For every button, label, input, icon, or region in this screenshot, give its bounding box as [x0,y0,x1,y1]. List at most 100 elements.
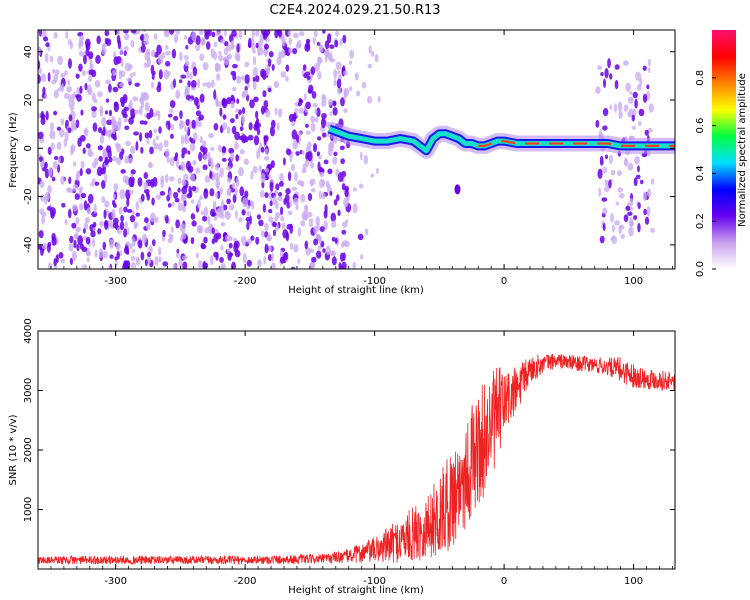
noise-blob [143,30,147,33]
noise-blob [115,242,121,250]
x-tick-label: 0 [501,276,507,287]
noise-blob [214,163,220,171]
noise-blob [140,251,145,261]
noise-blob [289,153,293,163]
noise-blob [199,53,205,62]
noise-blob [211,79,215,88]
noise-blob [53,258,57,267]
noise-blob [214,62,220,73]
noise-blob [632,91,638,99]
noise-blob [236,43,240,54]
noise-blob [192,66,198,77]
noise-blob [139,105,143,116]
noise-blob [213,89,217,100]
noise-blob [38,230,44,239]
noise-blob [123,50,127,57]
noise-blob [129,72,134,78]
noise-blob [623,214,629,223]
noise-blob [646,206,651,217]
noise-blob [40,194,45,202]
noise-blob [112,125,116,135]
noise-blob [78,203,84,211]
noise-blob [614,220,621,226]
noise-blob [295,42,302,49]
noise-blob [169,157,175,167]
noise-blob [182,261,188,269]
noise-blob [97,127,103,133]
noise-blob [57,55,63,66]
noise-blob [637,202,641,210]
noise-blob [183,54,189,61]
noise-blob [358,183,364,189]
noise-blob [332,107,338,116]
noise-blob [273,80,280,89]
noise-blob [146,256,152,265]
noise-blob [208,132,214,139]
noise-blob [175,158,180,168]
noise-blob [75,94,80,99]
noise-blob [44,191,50,202]
noise-blob [223,56,230,66]
noise-blob [112,222,119,229]
noise-blob [180,74,187,79]
noise-blob [108,238,114,249]
noise-blob [163,69,170,80]
noise-blob [44,168,50,179]
noise-blob [303,93,307,101]
noise-blob [83,54,87,65]
noise-blob [151,197,155,206]
noise-blob [619,193,625,199]
noise-blob [279,180,284,187]
noise-blob [48,166,53,177]
noise-blob [218,205,225,216]
noise-blob [120,169,126,174]
noise-blob [227,177,232,184]
noise-blob [72,184,78,192]
noise-blob [158,256,162,263]
noise-blob [190,173,196,182]
noise-blob [41,214,45,225]
noise-blob [38,131,44,140]
noise-blob [159,191,166,196]
noise-blob [258,165,262,173]
noise-blob [192,160,197,166]
noise-blob [309,178,316,186]
noise-blob [109,254,114,259]
noise-blob [220,221,226,227]
noise-blob [331,256,337,266]
noise-blob [181,193,186,201]
noise-blob [197,224,204,234]
noise-blob [179,79,183,84]
noise-blob [232,86,237,92]
noise-blob [233,141,239,150]
noise-blob [97,228,102,235]
noise-blob [300,180,305,187]
noise-blob [264,222,269,232]
noise-blob [119,221,125,231]
noise-blob [219,107,223,117]
noise-blob [269,200,273,207]
noise-blob [648,58,651,67]
noise-blob [80,34,85,41]
noise-blob [368,45,372,54]
noise-blob [317,161,321,172]
noise-blob [112,69,116,77]
noise-blob [179,223,186,234]
noise-blob [283,251,289,261]
noise-blob [124,155,130,164]
noise-blob [79,85,83,94]
noise-blob [151,81,155,89]
noise-blob [172,78,176,89]
noise-blob [263,43,269,50]
noise-blob [224,41,229,47]
noise-blob [105,79,111,85]
noise-blob [308,218,314,223]
noise-blob [604,154,609,160]
noise-blob [184,60,190,67]
noise-blob [83,128,88,135]
noise-blob [143,92,150,101]
x-tick-label: -200 [234,276,257,287]
noise-blob [168,189,173,199]
noise-blob [304,240,309,250]
spectrogram-y-label: Frequency (Hz) [8,112,19,188]
